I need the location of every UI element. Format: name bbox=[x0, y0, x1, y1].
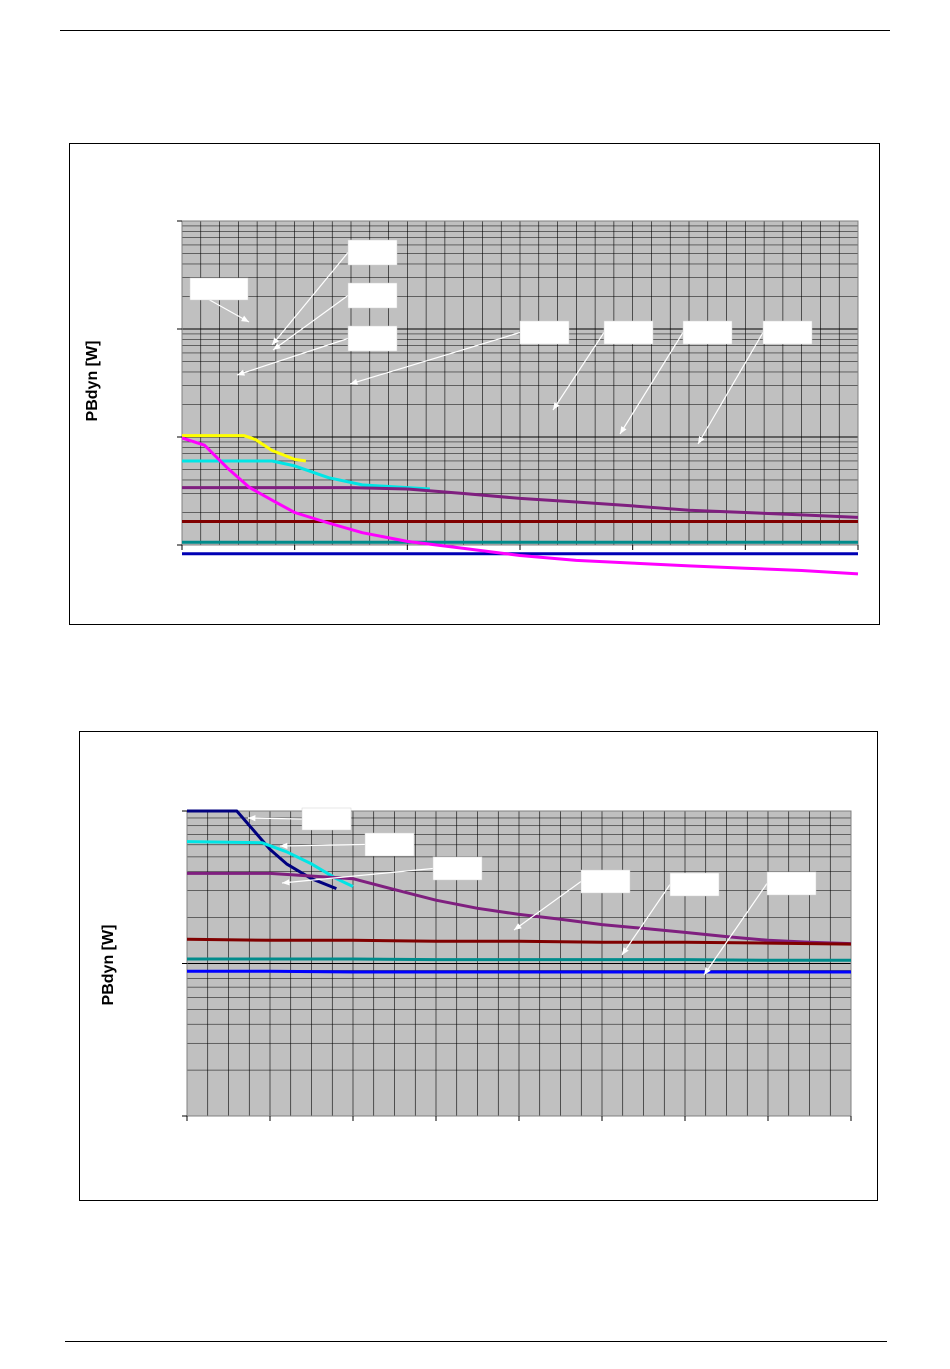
callout-label-box-1 bbox=[347, 239, 398, 266]
callout-arrowhead bbox=[622, 947, 629, 955]
chart-1 bbox=[177, 220, 859, 576]
callout-leader-line bbox=[271, 252, 349, 346]
callout-leader-line bbox=[697, 332, 764, 445]
callout-arrowhead bbox=[698, 436, 705, 444]
callout-leader-line bbox=[272, 295, 349, 351]
callout-label-box-3 bbox=[432, 856, 483, 881]
callout-arrowhead bbox=[350, 378, 358, 385]
series-line-1 bbox=[187, 809, 337, 890]
chart-2 bbox=[182, 807, 852, 1121]
series-line-5 bbox=[187, 957, 851, 962]
callout-arrowhead bbox=[241, 315, 249, 322]
callout-leader-line bbox=[621, 884, 671, 956]
callout-leader-line bbox=[279, 843, 366, 847]
series-line-7 bbox=[181, 436, 859, 576]
callout-leader-line bbox=[703, 883, 768, 976]
callout-leader-line bbox=[513, 881, 582, 931]
callout-label-box-8 bbox=[762, 320, 813, 345]
callout-arrowhead bbox=[280, 842, 288, 849]
callout-leader-line bbox=[349, 331, 521, 385]
series-line-2 bbox=[186, 840, 354, 888]
footer-rule bbox=[65, 1341, 887, 1342]
callout-label-box-5 bbox=[669, 872, 720, 897]
callout-label-box-4 bbox=[189, 277, 249, 301]
callout-label-box-5 bbox=[519, 320, 570, 345]
series-line-6 bbox=[187, 969, 851, 974]
callout-arrowhead bbox=[237, 369, 245, 376]
callout-label-box-3 bbox=[347, 325, 398, 352]
callout-arrowhead bbox=[704, 967, 711, 975]
callout-label-box-2 bbox=[347, 282, 398, 309]
callout-leader-line bbox=[281, 867, 434, 884]
callout-arrowhead bbox=[272, 337, 280, 345]
callout-label-box-4 bbox=[580, 869, 631, 894]
series-line-3 bbox=[187, 871, 852, 946]
callout-arrowhead bbox=[248, 815, 256, 822]
series-line-3 bbox=[182, 486, 859, 519]
callout-leader-line bbox=[619, 332, 684, 435]
callout-leader-line bbox=[236, 337, 349, 376]
callout-label-box-2 bbox=[364, 832, 415, 857]
callout-arrowhead bbox=[553, 402, 560, 410]
callout-arrowhead bbox=[514, 923, 522, 930]
callout-arrowhead bbox=[620, 426, 627, 434]
series-line-1 bbox=[182, 434, 307, 463]
callout-arrowhead bbox=[282, 879, 290, 886]
callout-leader-line bbox=[552, 332, 605, 411]
callout-arrowhead bbox=[273, 343, 281, 350]
callout-leader-line bbox=[247, 817, 303, 820]
callout-label-box-7 bbox=[682, 320, 733, 345]
series-line-4 bbox=[186, 937, 852, 946]
callout-label-box-1 bbox=[301, 807, 352, 831]
callout-label-box-6 bbox=[603, 320, 654, 345]
header-rule bbox=[60, 30, 890, 31]
callout-label-box-6 bbox=[766, 871, 817, 896]
